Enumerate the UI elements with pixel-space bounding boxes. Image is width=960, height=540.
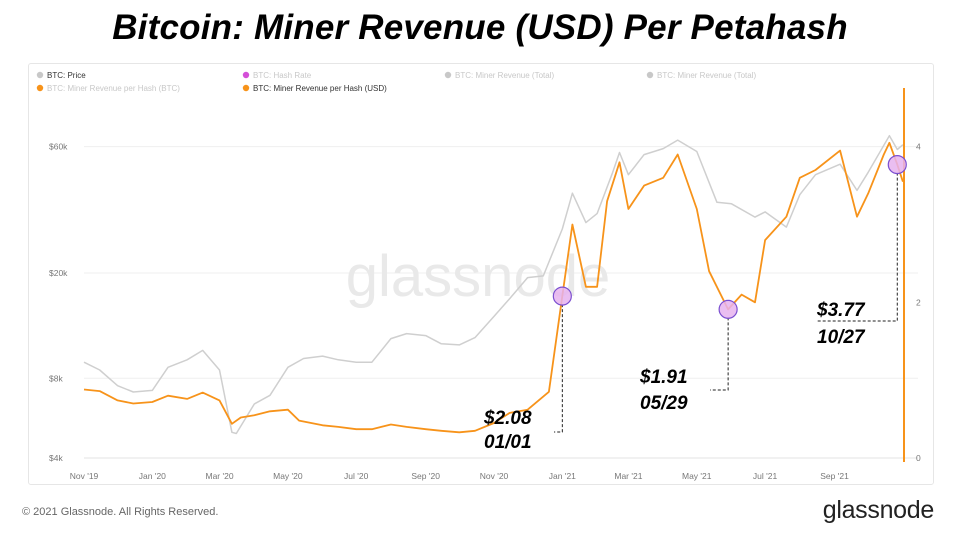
annotation-connector	[817, 172, 898, 322]
price-series-line	[83, 134, 904, 435]
legend-swatch-icon	[646, 71, 654, 79]
x-tick-label: Nov '20	[480, 471, 509, 481]
legend-swatch-icon	[36, 71, 44, 79]
x-tick-label: Mar '21	[614, 471, 642, 481]
legend-label: BTC: Miner Revenue (Total)	[455, 71, 554, 80]
highlight-markers: $2.08 01/01 $1.91 05/29 $3.77 10/27	[483, 154, 907, 453]
copyright-text: © 2021 Glassnode. All Rights Reserved.	[22, 506, 219, 518]
x-tick-label: Nov '19	[70, 471, 99, 481]
chart-title: Bitcoin: Miner Revenue (USD) Per Petahas…	[112, 8, 848, 47]
x-axis: Nov '19 Jan '20 Mar '20 May '20 Jul '20 Sep '…	[70, 471, 849, 481]
annotation-value: $1.91	[639, 367, 688, 388]
x-tick-label: Mar '20	[206, 471, 234, 481]
left-tick-label: $8k	[49, 373, 63, 383]
annotation-date: 01/01	[484, 432, 532, 453]
legend-label: BTC: Hash Rate	[253, 71, 312, 80]
annotation-date: 10/27	[817, 327, 866, 348]
right-tick-label: 2	[916, 297, 921, 307]
legend-label: BTC: Price	[47, 71, 86, 80]
left-axis: $4k $8k $20k $60k	[49, 142, 68, 463]
highlight-marker	[552, 286, 572, 306]
annotation-value: $3.77	[816, 300, 866, 321]
chart-legend: BTC: Price BTC: Hash Rate BTC: Miner Reven…	[36, 71, 756, 93]
annotation-connector	[554, 304, 563, 433]
legend-swatch-icon	[36, 84, 44, 92]
legend-label: BTC: Miner Revenue per Hash (BTC)	[47, 84, 180, 93]
chart-panel	[28, 63, 934, 485]
x-tick-label: Jan '20	[139, 471, 166, 481]
x-tick-label: Jul '21	[753, 471, 778, 481]
x-tick-label: May '21	[682, 471, 712, 481]
left-tick-label: $4k	[49, 453, 63, 463]
x-tick-label: Jul '20	[344, 471, 369, 481]
footer-logo: glassnode	[822, 496, 935, 524]
revenue-series-line	[83, 141, 904, 434]
legend-label: BTC: Miner Revenue (Total)	[657, 71, 756, 80]
x-tick-label: May '20	[273, 471, 303, 481]
legend-swatch-icon	[242, 84, 250, 92]
left-tick-label: $20k	[49, 268, 68, 278]
x-tick-label: Sep '20	[411, 471, 440, 481]
chart-grid	[84, 146, 918, 459]
right-tick-label: 4	[916, 142, 921, 152]
annotation-value: $2.08	[483, 408, 532, 429]
highlight-marker	[718, 299, 738, 319]
legend-swatch-icon	[242, 71, 250, 79]
annotation-connector	[710, 317, 729, 391]
right-axis: 0 2 4	[916, 142, 921, 463]
legend-swatch-icon	[444, 71, 452, 79]
left-tick-label: $60k	[49, 142, 68, 152]
x-tick-label: Sep '21	[820, 471, 849, 481]
annotation-date: 05/29	[640, 393, 688, 414]
highlight-marker	[887, 154, 907, 175]
right-tick-label: 0	[916, 453, 921, 463]
x-tick-label: Jan '21	[549, 471, 576, 481]
legend-label: BTC: Miner Revenue per Hash (USD)	[253, 84, 387, 93]
